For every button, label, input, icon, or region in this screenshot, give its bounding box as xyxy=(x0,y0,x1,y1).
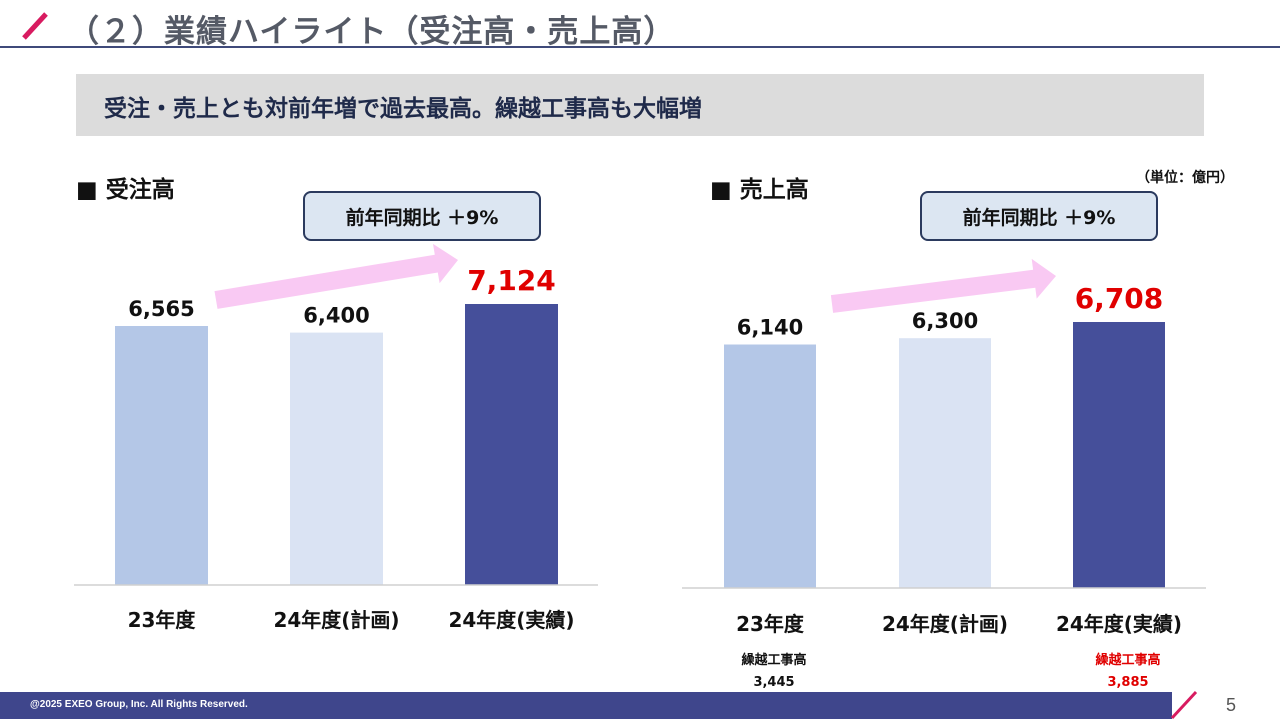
orders-section-title: ■ 受注高 xyxy=(76,177,175,203)
backlog-24-value: 3,885 xyxy=(1107,675,1149,690)
sales-value-label-0: 6,140 xyxy=(737,316,803,340)
orders-bar-2 xyxy=(465,304,558,585)
sales-value-label-2: 6,708 xyxy=(1075,282,1164,315)
footer-copyright: @2025 EXEO Group, Inc. All Rights Reserv… xyxy=(30,699,248,710)
page-title: （２）業績ハイライト（受注高・売上高） xyxy=(68,14,676,50)
orders-value-label-0: 6,565 xyxy=(128,297,194,321)
orders-bar-0 xyxy=(115,326,208,585)
orders-yoy-callout: 前年同期比 ＋9% xyxy=(303,191,541,241)
title-divider xyxy=(0,46,1280,48)
backlog-24-label: 繰越工事高 xyxy=(1095,653,1161,668)
summary-banner: 受注・売上とも対前年増で過去最高。繰越工事高も大幅増 xyxy=(76,74,1204,136)
unit-label: （単位：億円） xyxy=(1136,170,1234,186)
orders-growth-arrow xyxy=(214,243,458,309)
page-number: 5 xyxy=(1226,695,1237,715)
orders-bar-1 xyxy=(290,332,383,585)
sales-category-label-2: 24年度(実績) xyxy=(1056,612,1182,636)
orders-category-label-2: 24年度(実績) xyxy=(448,608,574,632)
backlog-23-value: 3,445 xyxy=(753,675,795,690)
footer: @2025 EXEO Group, Inc. All Rights Reserv… xyxy=(0,690,1280,719)
sales-value-label-1: 6,300 xyxy=(912,309,978,333)
sales-bar-2 xyxy=(1073,322,1165,588)
sales-yoy-callout: 前年同期比 ＋9% xyxy=(920,191,1158,241)
sales-section-title: ■ 売上高 xyxy=(710,177,809,203)
sales-bar-1 xyxy=(899,338,991,588)
footer-bar: @2025 EXEO Group, Inc. All Rights Reserv… xyxy=(0,692,1172,719)
orders-value-label-2: 7,124 xyxy=(467,264,556,297)
footer-accent-slash-icon xyxy=(1170,690,1198,719)
orders-value-label-1: 6,400 xyxy=(303,304,369,328)
sales-category-label-1: 24年度(計画) xyxy=(882,612,1008,636)
orders-category-label-1: 24年度(計画) xyxy=(273,608,399,632)
backlog-23-label: 繰越工事高 xyxy=(741,653,807,668)
orders-category-label-0: 23年度 xyxy=(128,608,197,632)
title-accent-slash-icon xyxy=(22,12,48,40)
sales-growth-arrow xyxy=(830,258,1056,313)
summary-banner-text: 受注・売上とも対前年増で過去最高。繰越工事高も大幅増 xyxy=(104,96,702,122)
sales-bar-0 xyxy=(724,344,816,588)
sales-category-label-0: 23年度 xyxy=(736,612,805,636)
